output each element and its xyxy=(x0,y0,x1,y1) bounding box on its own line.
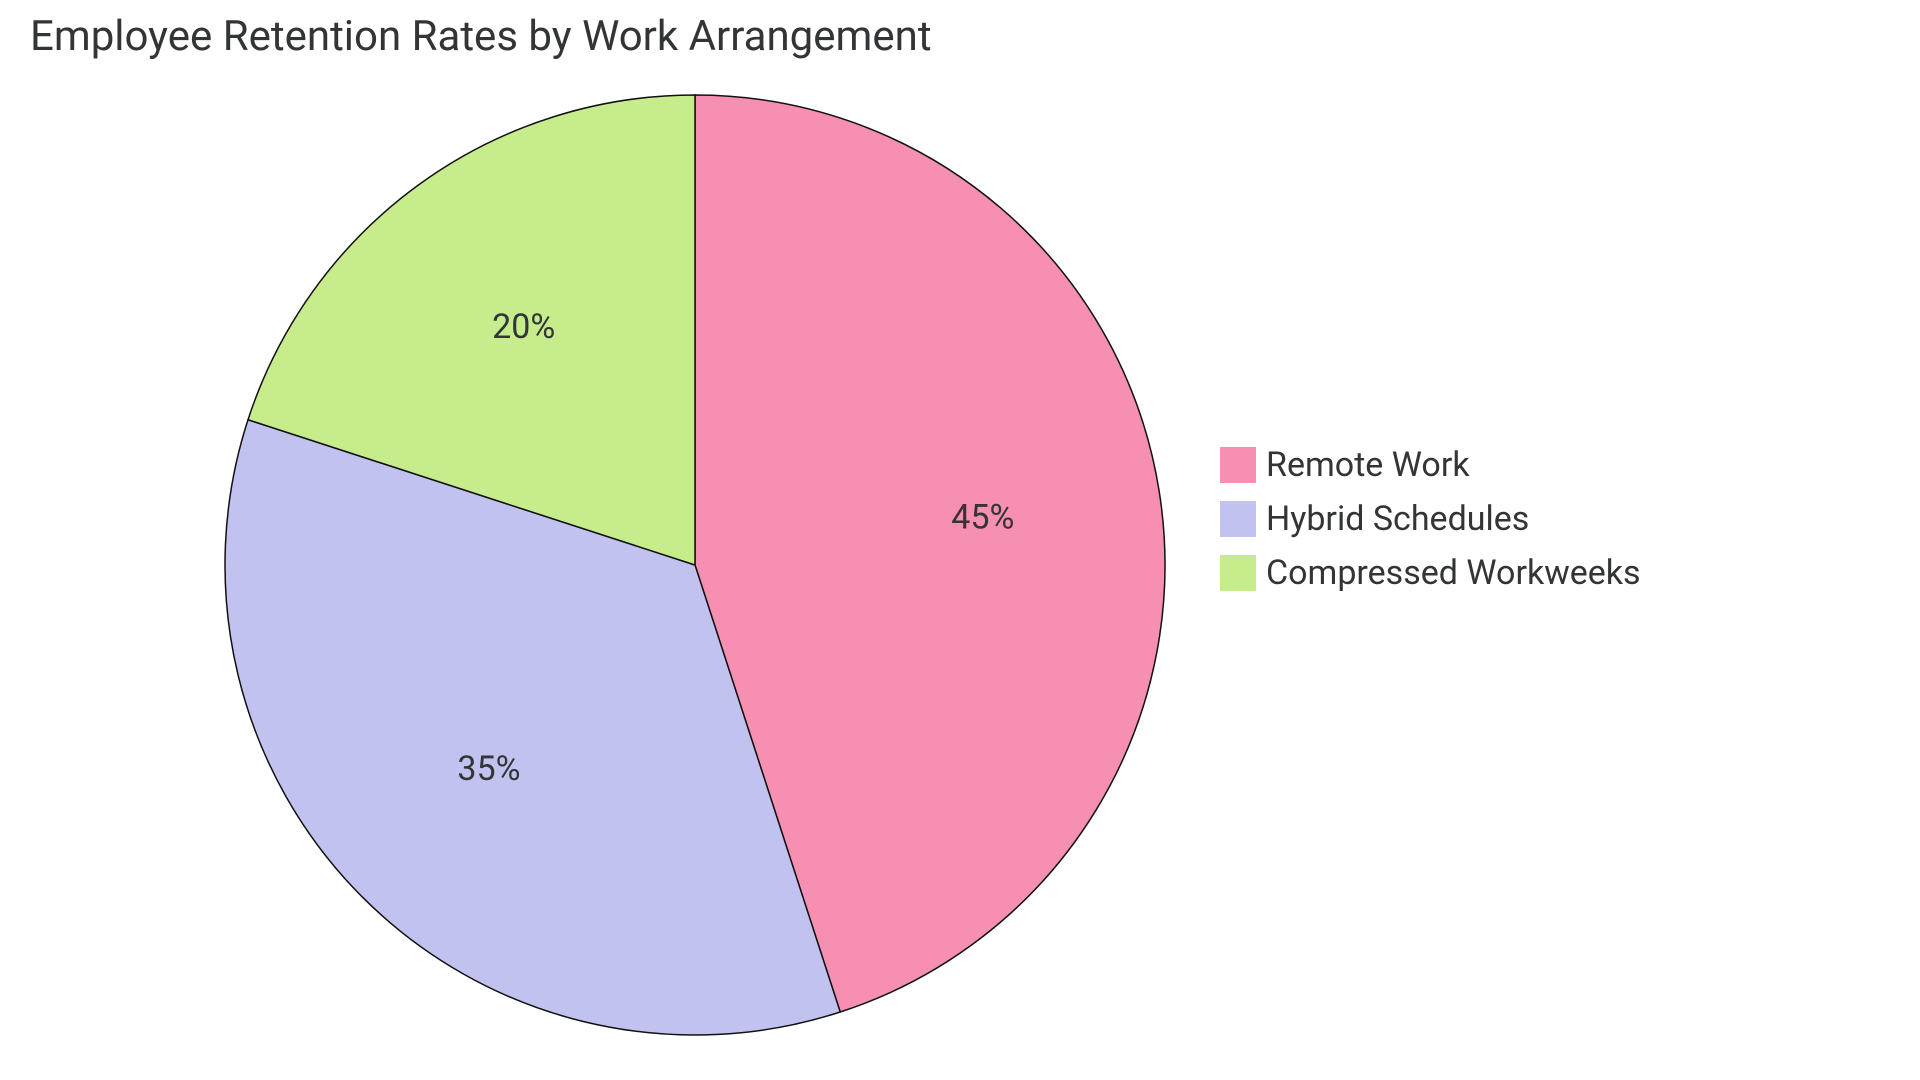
chart-container: { "chart": { "type": "pie", "title": "Em… xyxy=(0,0,1920,1080)
legend-label: Hybrid Schedules xyxy=(1266,499,1529,539)
legend-swatch xyxy=(1220,501,1256,537)
legend-item: Hybrid Schedules xyxy=(1220,499,1641,539)
slice-percent-label: 45% xyxy=(951,497,1014,537)
legend-swatch xyxy=(1220,555,1256,591)
legend-item: Compressed Workweeks xyxy=(1220,553,1641,593)
slice-percent-label: 20% xyxy=(492,307,555,347)
legend: Remote Work Hybrid Schedules Compressed Wo… xyxy=(1220,445,1641,593)
legend-swatch xyxy=(1220,447,1256,483)
legend-item: Remote Work xyxy=(1220,445,1641,485)
legend-label: Compressed Workweeks xyxy=(1266,553,1641,593)
slice-percent-label: 35% xyxy=(457,749,520,789)
legend-label: Remote Work xyxy=(1266,445,1470,485)
